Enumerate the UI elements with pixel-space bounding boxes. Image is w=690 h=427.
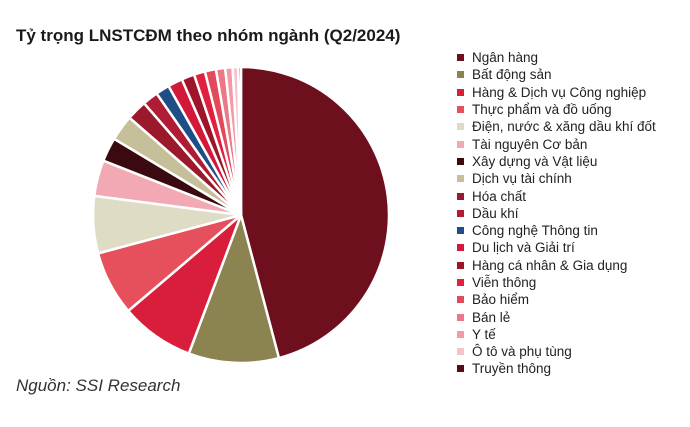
legend-label: Dầu khí — [472, 205, 519, 221]
legend-label: Truyền thông — [472, 361, 552, 377]
legend-item: Thực phẩm và đồ uống — [457, 101, 656, 118]
legend-label: Bất động sản — [472, 67, 552, 83]
legend-swatch — [457, 330, 464, 338]
legend-label: Xây dựng và Vật liệu — [472, 153, 598, 169]
legend-item: Xây dựng và Vật liệu — [457, 153, 656, 170]
legend-item: Công nghệ Thông tin — [457, 222, 656, 239]
legend-swatch — [457, 192, 464, 200]
legend-label: Du lịch và Giải trí — [472, 240, 575, 256]
legend-swatch — [457, 244, 464, 252]
pie-slice-1 — [187, 213, 281, 365]
legend-label: Bán lẻ — [472, 309, 511, 325]
legend-swatch — [457, 71, 464, 79]
legend-label: Hàng cá nhân & Gia dụng — [472, 257, 628, 273]
legend-label: Ngân hàng — [472, 50, 539, 66]
legend-item: Du lịch và Giải trí — [457, 239, 656, 256]
legend-swatch — [457, 279, 464, 286]
legend-label: Hàng & Dịch vụ Công nghiệp — [472, 84, 647, 100]
legend-label: Ô tô và phụ tùng — [472, 344, 572, 360]
legend-label: Thực phẩm và đồ uống — [472, 102, 612, 118]
legend-item: Tài nguyên Cơ bản — [457, 135, 656, 152]
legend-item: Điện, nước & xăng dầu khí đốt — [457, 118, 656, 135]
legend-label: Y tế — [472, 326, 496, 342]
legend-swatch — [457, 88, 464, 96]
legend-item: Viễn thông — [457, 274, 656, 291]
legend-swatch — [457, 140, 464, 148]
legend-label: Điện, nước & xăng dầu khí đốt — [472, 119, 656, 135]
legend-swatch — [457, 365, 464, 373]
legend-item: Bảo hiểm — [457, 291, 656, 308]
legend-swatch — [457, 106, 464, 114]
legend-swatch — [457, 227, 464, 235]
legend-swatch — [457, 123, 464, 131]
legend-item: Truyền thông — [457, 360, 656, 377]
legend-item: Ngân hàng — [457, 49, 656, 66]
legend-item: Ô tô và phụ tùng — [457, 343, 656, 360]
legend-label: Hóa chất — [472, 188, 527, 204]
chart-title: Tỷ trọng LNSTCĐM theo nhóm ngành (Q2/202… — [16, 26, 401, 45]
legend-swatch — [457, 348, 464, 356]
legend-label: Dịch vụ tài chính — [472, 171, 572, 187]
legend-item: Bất động sản — [457, 66, 656, 83]
source-note: Nguồn: SSI Research — [16, 376, 181, 395]
legend-swatch — [457, 157, 464, 165]
legend-item: Hàng cá nhân & Gia dụng — [457, 257, 656, 274]
legend-swatch — [457, 175, 464, 183]
pie-slice-18 — [236, 65, 243, 217]
legend-item: Hóa chất — [457, 187, 656, 204]
legend-label: Công nghệ Thông tin — [472, 223, 598, 239]
pie-chart — [91, 65, 391, 365]
chart-legend: Ngân hàng Bất động sản Hàng & Dịch vụ Công… — [457, 49, 656, 378]
legend-item: Dịch vụ tài chính — [457, 170, 656, 187]
legend-item: Y tế — [457, 326, 656, 343]
legend-swatch — [457, 261, 464, 269]
legend-item: Bán lẻ — [457, 308, 656, 325]
legend-label: Bảo hiểm — [472, 292, 530, 308]
legend-swatch — [457, 54, 464, 62]
legend-label: Viễn thông — [472, 275, 537, 290]
legend-swatch — [457, 313, 464, 321]
legend-swatch — [457, 209, 464, 217]
legend-swatch — [457, 296, 464, 304]
pie-slice-0 — [239, 65, 391, 360]
legend-label: Tài nguyên Cơ bản — [472, 136, 588, 152]
legend-item: Hàng & Dịch vụ Công nghiệp — [457, 84, 656, 101]
legend-item: Dầu khí — [457, 205, 656, 222]
